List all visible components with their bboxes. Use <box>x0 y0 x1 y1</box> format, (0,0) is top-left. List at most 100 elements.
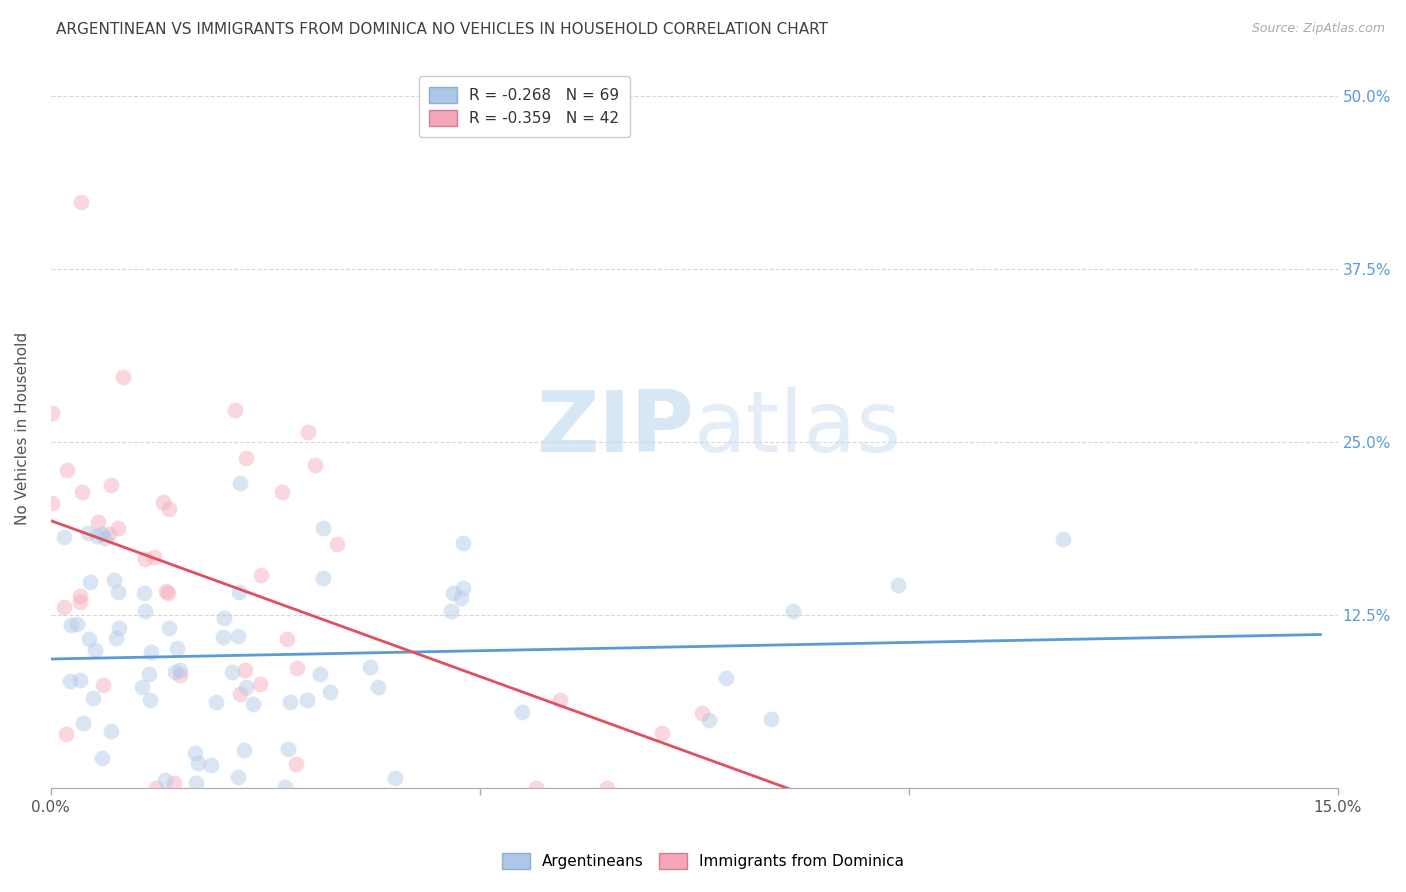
Point <box>443 586 465 600</box>
Point <box>91 751 114 765</box>
Point <box>157 621 180 635</box>
Point <box>278 695 301 709</box>
Point <box>66 617 89 632</box>
Point <box>60 617 83 632</box>
Point <box>271 485 294 500</box>
Text: ARGENTINEAN VS IMMIGRANTS FROM DOMINICA NO VEHICLES IN HOUSEHOLD CORRELATION CHA: ARGENTINEAN VS IMMIGRANTS FROM DOMINICA … <box>56 22 828 37</box>
Point <box>132 586 155 600</box>
Point <box>107 520 129 534</box>
Point <box>134 604 156 618</box>
Point <box>235 451 257 466</box>
Y-axis label: No Vehicles in Household: No Vehicles in Household <box>15 332 30 524</box>
Point <box>184 747 207 761</box>
Point <box>326 537 349 551</box>
Point <box>226 629 249 643</box>
Point <box>284 756 307 771</box>
Point <box>186 775 208 789</box>
Point <box>139 693 162 707</box>
Point <box>72 716 94 731</box>
Point <box>87 515 110 529</box>
Text: Source: ZipAtlas.com: Source: ZipAtlas.com <box>1251 22 1385 36</box>
Point <box>145 780 167 795</box>
Point <box>229 687 252 701</box>
Point <box>53 530 76 544</box>
Point <box>143 549 166 564</box>
Point <box>134 552 156 566</box>
Point <box>131 680 153 694</box>
Point <box>103 573 125 587</box>
Point <box>79 632 101 646</box>
Point <box>104 631 127 645</box>
Point <box>94 531 117 545</box>
Point <box>249 677 271 691</box>
Point <box>453 581 475 595</box>
Point <box>304 458 326 472</box>
Point <box>157 501 180 516</box>
Point <box>274 780 297 794</box>
Point <box>782 605 804 619</box>
Point <box>277 742 299 756</box>
Point <box>451 536 474 550</box>
Point <box>91 527 114 541</box>
Point <box>228 770 250 784</box>
Point <box>162 776 184 790</box>
Point <box>139 645 162 659</box>
Point <box>138 667 160 681</box>
Point <box>510 705 533 719</box>
Point <box>1052 532 1074 546</box>
Point <box>309 666 332 681</box>
Point <box>228 584 250 599</box>
Point <box>439 604 461 618</box>
Point <box>697 713 720 727</box>
Point <box>367 680 389 694</box>
Point <box>235 680 257 694</box>
Point <box>163 665 186 679</box>
Point <box>100 724 122 739</box>
Point <box>692 706 714 720</box>
Point <box>91 678 114 692</box>
Point <box>70 195 93 210</box>
Point <box>157 586 180 600</box>
Point <box>295 693 318 707</box>
Point <box>41 406 63 420</box>
Point <box>200 757 222 772</box>
Point <box>224 403 246 417</box>
Point <box>69 673 91 687</box>
Point <box>100 477 122 491</box>
Point <box>384 771 406 785</box>
Point <box>82 691 104 706</box>
Point <box>359 659 381 673</box>
Point <box>714 671 737 685</box>
Point <box>276 632 298 646</box>
Point <box>77 526 100 541</box>
Legend: R = -0.268   N = 69, R = -0.359   N = 42: R = -0.268 N = 69, R = -0.359 N = 42 <box>419 76 630 137</box>
Point <box>524 780 547 795</box>
Point <box>211 630 233 644</box>
Point <box>233 742 256 756</box>
Point <box>651 725 673 739</box>
Point <box>112 370 135 384</box>
Point <box>759 712 782 726</box>
Point <box>450 591 472 606</box>
Point <box>166 641 188 656</box>
Point <box>312 571 335 585</box>
Point <box>212 611 235 625</box>
Point <box>187 756 209 771</box>
Point <box>83 642 105 657</box>
Legend: Argentineans, Immigrants from Dominica: Argentineans, Immigrants from Dominica <box>496 847 910 875</box>
Point <box>155 583 177 598</box>
Point <box>79 575 101 590</box>
Point <box>229 476 252 491</box>
Point <box>108 621 131 635</box>
Point <box>53 600 76 615</box>
Point <box>69 595 91 609</box>
Point <box>56 462 79 476</box>
Point <box>312 521 335 535</box>
Point <box>72 484 94 499</box>
Point <box>97 527 120 541</box>
Point <box>59 673 82 688</box>
Point <box>596 780 619 795</box>
Point <box>86 529 108 543</box>
Point <box>548 693 571 707</box>
Point <box>41 495 63 509</box>
